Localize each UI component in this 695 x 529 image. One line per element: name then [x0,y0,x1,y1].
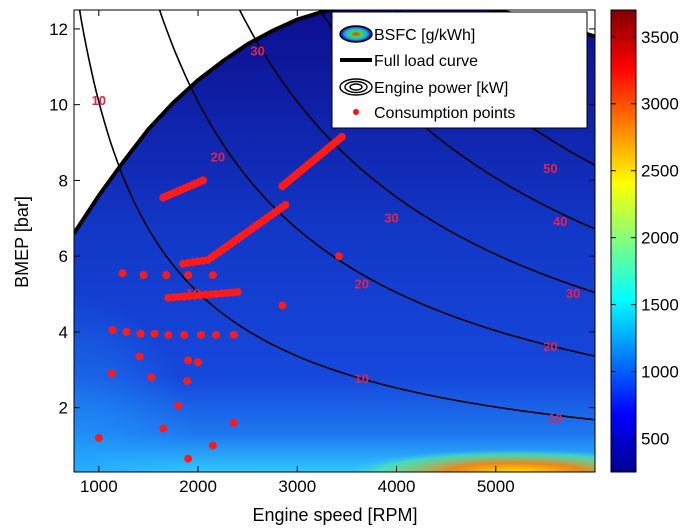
legend-consumption-icon [353,109,359,115]
consumption-point [278,301,287,310]
contour-label: 40 [553,214,567,229]
consumption-point [233,288,242,297]
x-axis-ticks: 1000 2000 3000 4000 5000 [80,10,515,496]
consumption-point [147,373,156,382]
consumption-point [122,327,131,336]
colorbar-tick-label: 2000 [641,229,679,248]
y-axis-ticks: 2 4 6 8 10 12 [49,20,595,418]
contour-label: 20 [543,339,557,354]
consumption-point [281,201,290,209]
consumption-point [162,271,171,280]
power-contour-labels: 103020103020105040302010 [92,44,581,426]
consumption-point [94,433,103,442]
colorbar-ticks: 500 1000 1500 2000 2500 3000 3500 [611,28,679,449]
y-tick-label: 10 [49,96,68,115]
x-tick-label: 1000 [80,477,118,496]
bsfc-high-region [346,449,595,472]
consumption-point [211,330,220,339]
power-contour-30kw [238,10,595,294]
legend-box [331,11,588,129]
contour-label: 10 [355,371,369,386]
consumption-point [208,271,217,280]
contour-label: 30 [566,286,580,301]
x-tick-label: 2000 [179,477,217,496]
legend-power-label: Engine power [kW] [374,80,508,97]
power-contour-20kw [158,10,595,357]
y-axis-title: BMEP [bar] [12,196,32,288]
consumption-point [183,377,192,386]
y-tick-label: 8 [59,171,68,190]
legend-full-load-label: Full load curve [374,53,478,70]
power-contour-10kw [78,10,595,421]
legend-consumption-label: Consumption points [374,105,515,122]
consumption-point [164,330,173,339]
consumption-points [94,132,346,463]
consumption-point [107,369,116,378]
colorbar-tick-label: 1500 [641,296,679,315]
consumption-point [135,352,144,361]
consumption-point [180,330,189,339]
colorbar-tick-label: 1000 [641,363,679,382]
consumption-point [229,418,238,427]
contour-label: 30 [384,210,398,225]
contour-label: 20 [355,277,369,292]
consumption-point [150,329,159,338]
contour-label: 10 [548,411,562,426]
y-tick-label: 6 [59,247,68,266]
consumption-point [136,329,145,338]
x-tick-label: 5000 [477,477,515,496]
consumption-point [108,326,117,334]
y-tick-label: 2 [59,399,68,418]
consumption-point [184,356,193,365]
consumption-point [184,454,193,463]
colorbar-tick-label: 3000 [641,95,679,114]
consumption-point [337,132,346,141]
contour-label: 20 [211,150,225,165]
consumption-point [184,271,193,280]
consumption-point [174,401,183,410]
consumption-point [194,358,202,367]
colorbar [610,9,637,473]
legend-bsfc-label: BSFC [g/kWh] [374,27,475,44]
colorbar-tick-label: 500 [641,430,669,449]
consumption-point [335,252,343,261]
consumption-point [199,176,207,185]
contour-label: 10 [92,93,106,108]
contour-label: 30 [250,44,264,59]
x-tick-label: 3000 [278,477,316,496]
colorbar-tick-label: 3500 [641,28,679,47]
legend: BSFC [g/kWh] Full load curve Engine powe… [331,11,588,129]
consumption-point [229,330,238,339]
x-tick-label: 4000 [378,477,416,496]
legend-power-icon [339,78,373,96]
consumption-point [208,441,217,450]
legend-bsfc-icon [339,25,373,43]
colorbar-tick-label: 2500 [641,162,679,181]
power-contour-40kw [318,10,595,230]
consumption-point [118,269,127,278]
consumption-point [139,271,148,280]
bsfc-low-load-glow [74,294,199,472]
y-tick-label: 4 [59,323,68,342]
consumption-point [197,330,205,339]
contour-label: 50 [543,161,557,176]
x-axis-title: Engine speed [RPM] [252,505,417,525]
y-tick-label: 12 [49,20,68,39]
plot-frame [73,9,596,473]
consumption-point [159,424,168,433]
